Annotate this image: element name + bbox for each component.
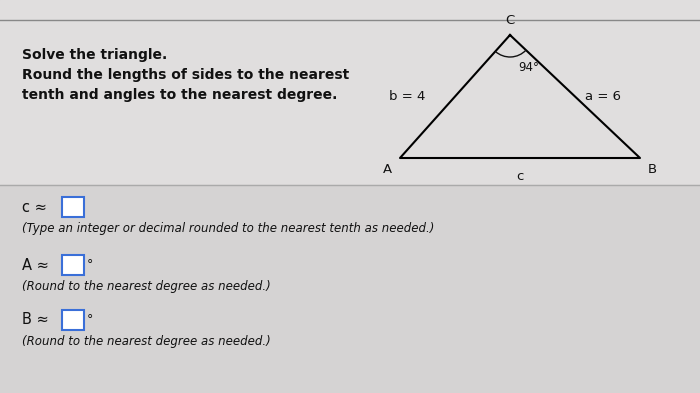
Text: Solve the triangle.: Solve the triangle. <box>22 48 167 62</box>
Text: (Type an integer or decimal rounded to the nearest tenth as needed.): (Type an integer or decimal rounded to t… <box>22 222 435 235</box>
Text: b = 4: b = 4 <box>389 90 425 103</box>
Text: °: ° <box>87 259 93 272</box>
Text: A: A <box>383 163 392 176</box>
Bar <box>0 185 700 393</box>
Bar <box>62 255 84 275</box>
Bar <box>62 310 84 330</box>
Text: (Round to the nearest degree as needed.): (Round to the nearest degree as needed.) <box>22 280 271 293</box>
Text: °: ° <box>87 314 93 327</box>
Text: (Round to the nearest degree as needed.): (Round to the nearest degree as needed.) <box>22 335 271 348</box>
Text: B ≈: B ≈ <box>22 312 49 327</box>
Text: B: B <box>648 163 657 176</box>
Text: C: C <box>505 14 514 27</box>
Bar <box>0 0 700 185</box>
Text: c ≈: c ≈ <box>22 200 47 215</box>
Text: A ≈: A ≈ <box>22 257 49 272</box>
Text: Round the lengths of sides to the nearest: Round the lengths of sides to the neares… <box>22 68 349 82</box>
Text: tenth and angles to the nearest degree.: tenth and angles to the nearest degree. <box>22 88 337 102</box>
Text: a = 6: a = 6 <box>585 90 621 103</box>
Text: c: c <box>517 170 524 183</box>
Text: 94°: 94° <box>518 61 539 74</box>
Bar <box>62 197 84 217</box>
